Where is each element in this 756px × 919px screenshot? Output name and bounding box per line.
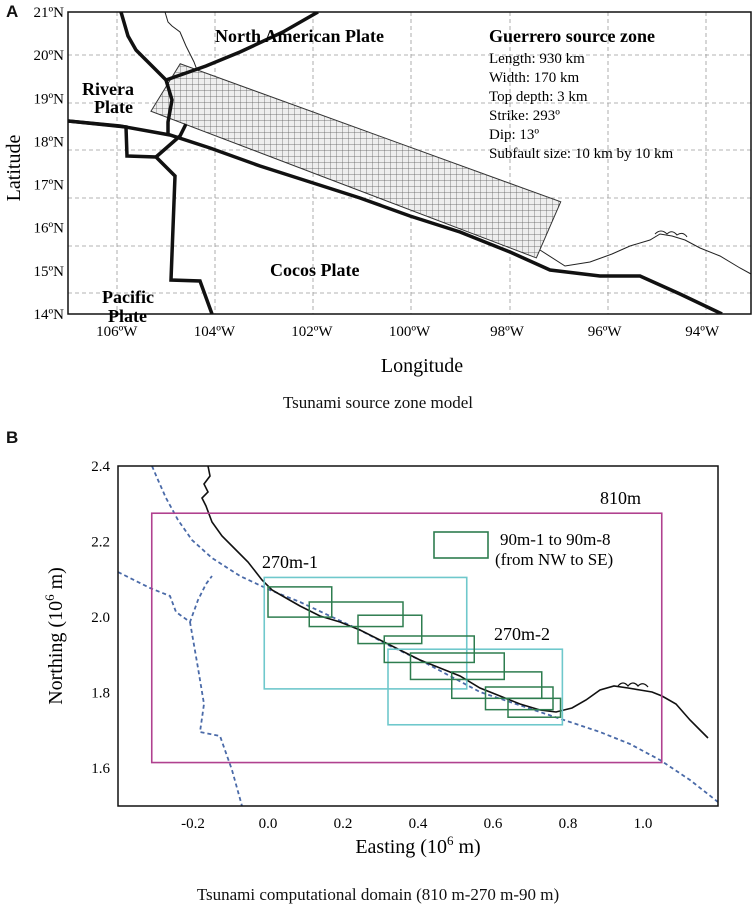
panel-a-caption: Tsunami source zone model [282,393,473,412]
panel-b-coast-detail [617,682,649,688]
rivera-na-boundary [119,12,319,83]
panel-b-coastline [201,466,709,739]
panel-b-xtick-label: 0.0 [259,816,278,832]
panel-a-xlabel: Longitude [381,355,463,377]
domain-90m-4-box [383,635,475,664]
panel-b-map: 2.4 2.2 2.0 1.8 1.6 -0.2 0.0 0.2 0.4 0.6 0.8 1.0 8… [42,459,719,858]
panel-a-xtick-label: 102ºW [291,324,333,340]
panel-a-ytick-label: 15ºN [34,264,65,280]
source-zone-title: Guerrero source zone [489,26,655,46]
panel-b-xtick-label: 1.0 [634,816,653,832]
panel-b-ytick-label: 2.0 [91,610,110,626]
middle-america-trench [68,119,723,314]
domain-270m-1-box [263,576,468,690]
domain-90m-6-box [451,671,543,700]
panel-a-letter: A [6,2,19,21]
pacific-plate-label-1: Pacific [102,287,154,307]
domain-270m-2-label: 270m-2 [494,624,550,644]
domain-810m-label: 810m [600,488,641,508]
panel-a-ytick-label: 21ºN [34,5,65,21]
source-zone-width: Width: 170 km [489,70,580,86]
panel-b-xtick-label: 0.8 [559,816,578,832]
legend-90m-line2: (from NW to SE) [495,550,613,569]
panel-a-xtick-label: 104ºW [194,324,236,340]
panel-b-ytick-label: 1.8 [91,686,110,702]
domain-90m-8-box [507,697,562,718]
panel-a-ytick-label: 20ºN [34,48,65,64]
panel-b-ytick-label: 1.6 [91,761,110,777]
panel-a-axes-box [67,11,752,315]
source-zone-dip: Dip: 13º [489,127,539,143]
panel-a-map: 21ºN 20ºN 19ºN 18ºN 17ºN 16ºN 15ºN 14ºN 106ºW 10… [3,5,752,377]
panel-b-xtick-label: 0.2 [334,816,353,832]
panel-a-xtick-label: 100ºW [389,324,431,340]
panel-b-ytick-label: 2.4 [91,459,110,475]
rivera-trench [164,79,174,135]
legend-90m-swatch [433,531,489,559]
panel-a-xtick-label: 98ºW [490,324,525,340]
panel-a-ylabel: Latitude [3,135,25,202]
domain-90m-2-box [308,601,404,628]
pacific-plate-label-2: Plate [108,306,147,326]
cocos-plate-label: Cocos Plate [270,260,359,280]
panel-b-caption: Tsunami computational domain (810 m-270 … [196,885,560,904]
panel-a-ytick-label: 17ºN [34,178,65,194]
domain-270m-2-box [387,648,564,726]
source-zone-subfault-size: Subfault size: 10 km by 10 km [489,146,673,162]
domain-270m-1-label: 270m-1 [262,552,318,572]
domain-90m-3-box [357,614,423,645]
rivera-cocos-boundary [154,123,188,159]
panel-a-ytick-label: 19ºN [34,91,65,107]
panel-a-xtick-label: 94ºW [685,324,720,340]
panel-b-axes-box [117,465,719,807]
panel-b-letter: B [6,428,19,447]
source-zone-length: Length: 930 km [489,51,585,67]
panel-a-gridlines [68,12,751,314]
panel-b-ytick-label: 2.2 [91,535,110,551]
north-american-plate-label: North American Plate [215,26,384,46]
rivera-plate-label-2: Plate [94,97,133,117]
panel-a-ytick-label: 16ºN [34,221,65,237]
panel-a-xtick-label: 106ºW [96,324,138,340]
panel-a-ytick-label: 18ºN [34,134,65,150]
rivera-plate-label-1: Rivera [82,79,134,99]
rivera-pacific-boundary [68,119,214,314]
panel-a-xtick-label: 96ºW [588,324,623,340]
panel-a-ytick-label: 14ºN [34,307,65,323]
panel-b-xtick-label: 0.6 [484,816,503,832]
panel-b-xlabel: Easting (106 m) [355,833,480,858]
domain-810m-box [150,512,663,764]
panel-b-xtick-label: 0.4 [409,816,428,832]
source-zone-strike: Strike: 293º [489,108,560,124]
panel-b-plate-boundaries [118,466,718,806]
panel-b-ylabel: Northing (106 m) [42,567,67,705]
source-zone-top-depth: Top depth: 3 km [489,89,588,105]
panel-a-coast-detail [654,230,688,238]
panel-b-xtick-label: -0.2 [181,816,205,832]
domain-90m-5-box [409,652,505,681]
legend-90m-line1: 90m-1 to 90m-8 [500,530,611,549]
